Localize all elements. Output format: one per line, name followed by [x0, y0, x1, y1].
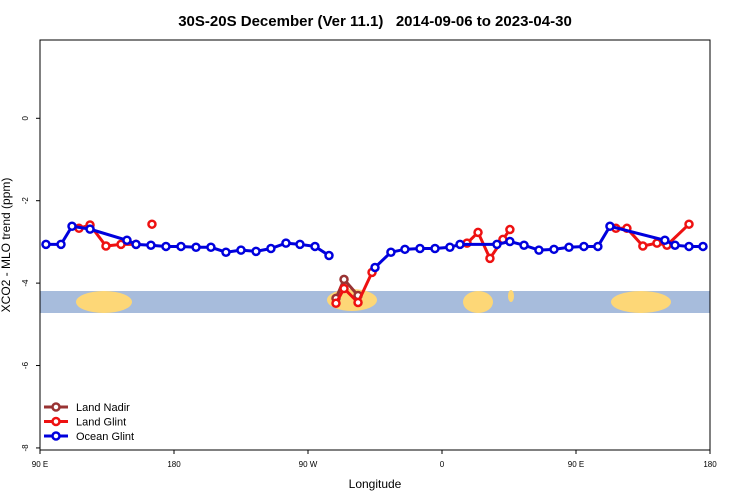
point: [295, 239, 305, 250]
point: [415, 243, 425, 254]
point: [445, 242, 455, 253]
point: [519, 240, 529, 250]
x-tick-label: 0: [440, 460, 445, 469]
point: [310, 241, 320, 252]
point: [605, 221, 615, 232]
chart-title: 30S-20S December (Ver 11.1) 2014-09-06 t…: [178, 13, 572, 30]
point: [161, 241, 171, 252]
point: [370, 262, 380, 273]
legend-marker: [51, 416, 61, 427]
point: [281, 238, 291, 248]
point: [534, 245, 544, 255]
point: [331, 298, 341, 309]
point: [236, 245, 246, 255]
point: [221, 247, 231, 257]
point: [122, 235, 132, 246]
point: [116, 239, 126, 250]
x-axis-label: Longitude: [349, 477, 402, 491]
point: [191, 242, 201, 253]
point: [206, 242, 216, 253]
legend-label: Ocean Glint: [76, 431, 134, 443]
point: [386, 247, 396, 257]
point: [266, 243, 276, 254]
point: [101, 241, 111, 251]
point: [660, 235, 670, 246]
point: [85, 224, 95, 234]
point: [698, 241, 708, 252]
point: [684, 219, 694, 229]
point: [67, 221, 77, 232]
x-tick-label: 90 E: [568, 460, 584, 469]
point: [505, 224, 515, 235]
y-tick-label: -2: [21, 197, 30, 205]
map-band: [40, 289, 710, 313]
y-tick-label: -8: [21, 444, 30, 452]
x-tick-label: 180: [167, 460, 181, 469]
point: [652, 238, 662, 248]
point: [593, 241, 603, 252]
legend-label: Land Glint: [76, 417, 126, 429]
point: [339, 274, 349, 285]
y-axis-label: XCO2 - MLO trend (ppm): [0, 178, 13, 313]
point: [473, 227, 483, 238]
point: [485, 253, 495, 264]
point: [324, 250, 334, 261]
point: [176, 241, 186, 252]
x-tick-label: 180: [703, 460, 717, 469]
point: [492, 239, 502, 250]
point: [549, 244, 559, 255]
plot-frame: [39, 39, 711, 451]
point: [147, 219, 157, 229]
x-tick-label: 90 W: [299, 460, 318, 469]
y-tick-label: 0: [21, 116, 30, 121]
point: [505, 236, 515, 247]
point: [579, 241, 589, 252]
point: [251, 246, 261, 257]
point: [455, 239, 465, 250]
point: [353, 297, 363, 308]
y-tick-label: -4: [21, 279, 30, 287]
point: [670, 240, 680, 250]
point: [41, 239, 51, 250]
legend-marker: [51, 402, 61, 412]
point: [684, 241, 694, 252]
y-tick-label: -6: [21, 361, 30, 369]
point: [400, 244, 410, 255]
x-tick-label: 90 E: [32, 460, 48, 469]
legend-label: Land Nadir: [76, 402, 130, 414]
series-line: [45, 224, 704, 269]
point: [56, 239, 66, 250]
point: [131, 239, 141, 250]
point: [339, 283, 349, 294]
point: [638, 241, 648, 251]
point: [430, 243, 440, 254]
point: [564, 242, 574, 253]
legend-marker: [51, 431, 61, 441]
point: [146, 240, 156, 250]
